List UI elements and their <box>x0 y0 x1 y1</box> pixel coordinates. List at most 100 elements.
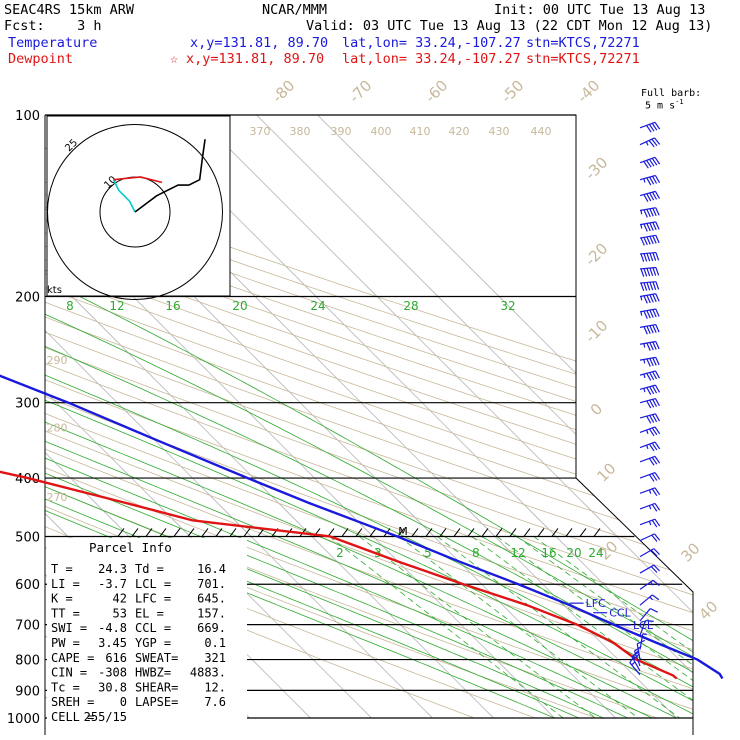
wind-barb-half-flag <box>648 505 652 510</box>
parcel-info-cell: CIN = <box>51 666 87 680</box>
wind-barb-flag <box>655 267 660 276</box>
parcel-info-cell: 645. <box>197 592 226 606</box>
wind-barb-flag <box>640 237 645 246</box>
wind-barb-flag <box>652 579 660 587</box>
wind-barb <box>629 655 641 676</box>
wind-barb-half-flag <box>640 296 643 301</box>
wind-barb-flag <box>651 473 658 481</box>
wind-barb-flag <box>652 371 658 380</box>
wind-barb-flag <box>655 281 660 290</box>
wind-barb-flag <box>651 504 658 512</box>
wind-barb <box>636 639 645 660</box>
level-hatch-mark <box>453 528 461 537</box>
wind-barb-flag <box>645 619 654 623</box>
level-annotation: LFC <box>586 597 606 610</box>
pressure-label: 100 <box>15 109 40 124</box>
dry-adiabat <box>45 115 693 719</box>
parcel-info-cell: 24.3 <box>98 562 127 576</box>
isotherm-label: -60 <box>421 76 451 106</box>
wind-barb-flag <box>654 121 661 130</box>
pressure-label: 900 <box>15 684 40 699</box>
dry-adiabat <box>45 115 693 719</box>
wind-barb-half-flag <box>643 373 646 379</box>
wind-barb-half-flag <box>648 521 652 526</box>
wind-barb <box>639 426 661 437</box>
wind-barb-flag <box>646 160 652 168</box>
isotherm-label: 30 <box>677 539 703 565</box>
wind-barb-flag <box>650 549 658 557</box>
level-hatch-mark <box>509 528 517 537</box>
wind-barb-half-flag <box>649 596 653 601</box>
dry-adiabat <box>45 115 693 719</box>
barb-legend-title: Full barb: <box>641 88 702 99</box>
wind-barb-flag <box>646 282 651 291</box>
wind-barb-flag <box>651 427 658 436</box>
parcel-info-cell: 42 <box>113 592 127 606</box>
dry-adiabat <box>45 115 693 719</box>
mixing-ratio-label: 12 <box>510 546 525 560</box>
wind-barb-flag <box>655 308 660 317</box>
parcel-info-cell: 669. <box>197 621 226 635</box>
wind-barb-flag <box>646 325 651 334</box>
wind-barb-group <box>629 121 661 676</box>
dry-adiabat <box>45 115 693 719</box>
level-hatch-mark <box>369 528 377 537</box>
wind-barb-flag <box>654 191 660 199</box>
pressure-label: 600 <box>15 578 40 593</box>
wind-barb-flag <box>649 267 654 277</box>
wind-barb-flag <box>649 358 654 367</box>
wind-barb <box>639 266 660 277</box>
wind-barb-flag <box>643 209 648 218</box>
mixing-ratio-line <box>329 536 564 719</box>
wind-barb-flag <box>651 519 658 528</box>
wind-barb <box>639 293 660 304</box>
hodograph-trace <box>112 179 136 213</box>
wind-barb-flag <box>646 342 651 351</box>
level-hatch-mark <box>579 528 587 537</box>
level-hatch-mark <box>593 528 601 537</box>
pressure-label: 500 <box>15 530 40 545</box>
wind-barb-flag <box>653 564 661 572</box>
level-hatch-mark <box>187 528 195 537</box>
dry-adiabat <box>45 115 693 719</box>
theta-side-label: 290 <box>47 354 68 367</box>
wind-barb-flag <box>652 341 657 350</box>
parcel-info-title: Parcel Info <box>89 540 172 555</box>
parcel-info-cell: CELL = <box>51 710 94 724</box>
parcel-info-cell: K = <box>51 592 73 606</box>
wind-barb-flag <box>654 156 661 165</box>
wind-barb <box>639 323 660 335</box>
wind-barb-flag <box>652 191 658 200</box>
wind-barb <box>639 487 661 497</box>
init-time: Init: 00 UTC Tue 13 Aug 13 <box>494 2 706 18</box>
wind-barb-flag <box>646 125 652 133</box>
wind-barb-flag <box>652 281 657 290</box>
wind-barb-flag <box>649 372 655 381</box>
wind-barb <box>639 472 661 482</box>
wind-barb-flag <box>649 236 654 245</box>
wind-barb-half-flag <box>643 343 646 348</box>
level-hatch-mark <box>537 528 545 537</box>
parcel-info-cell: CAPE = <box>51 651 94 665</box>
parcel-info-box <box>47 538 247 734</box>
wind-barb-flag <box>654 441 661 450</box>
wind-barb-flag <box>654 456 661 464</box>
hodograph-unit-label: kts <box>47 285 62 296</box>
level-hatch-mark <box>551 528 559 537</box>
wind-barb-flag <box>646 253 651 262</box>
wind-barb-half-flag <box>650 581 654 586</box>
wind-barb-flag <box>649 415 655 423</box>
wind-barb <box>639 340 660 351</box>
wind-barb-flag <box>646 209 651 218</box>
wind-barb <box>639 281 660 291</box>
wind-barb-flag <box>648 458 655 466</box>
isotherm-label: 40 <box>695 597 721 623</box>
wind-barb-flag <box>648 124 655 132</box>
parcel-info-cell: 0.1 <box>204 636 226 650</box>
wind-barb <box>639 137 661 148</box>
wind-barb <box>631 650 641 672</box>
level-hatch-mark <box>243 528 251 537</box>
parcel-info-cell: T = <box>51 562 73 576</box>
annotation-group: ELLFCCCLLCLM <box>398 525 654 632</box>
wind-barb-flag <box>649 399 655 408</box>
